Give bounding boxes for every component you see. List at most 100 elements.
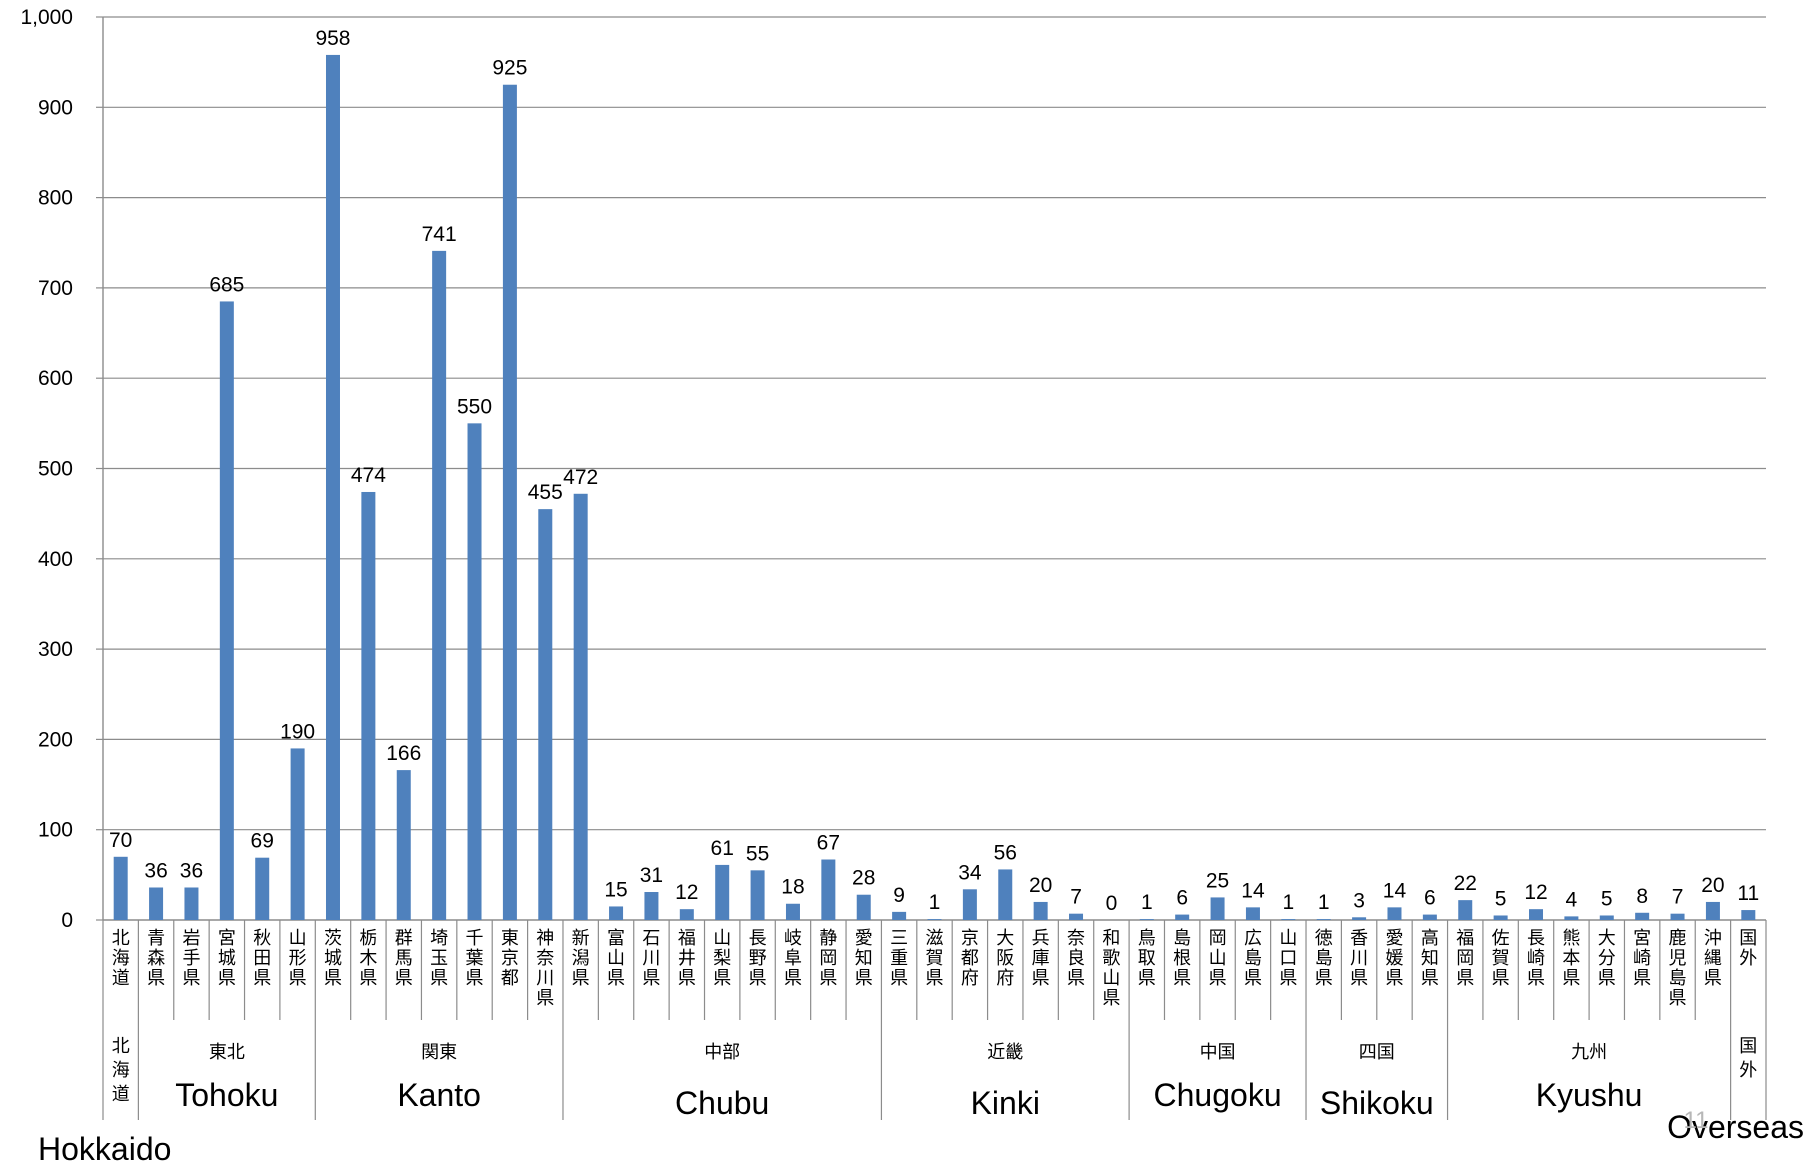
data-label: 6: [1176, 887, 1188, 910]
data-label: 61: [711, 837, 734, 860]
category-label: 徳島県: [1315, 928, 1333, 989]
bar: [1175, 914, 1190, 920]
data-label: 1: [1282, 891, 1294, 914]
data-label: 3: [1353, 889, 1365, 912]
page-number: 11: [1684, 1107, 1709, 1134]
bar: [1670, 913, 1685, 920]
bar: [1599, 915, 1614, 920]
bar: [644, 892, 659, 920]
category-label: 和歌山県: [1102, 928, 1120, 1009]
category-label: 鹿児島県: [1669, 928, 1687, 1009]
data-label: 455: [528, 481, 563, 504]
region-label-en: Hokkaido: [38, 1131, 171, 1167]
bar: [432, 250, 447, 920]
category-label: 兵庫県: [1032, 928, 1050, 989]
region-label-jp: 四国: [1359, 1042, 1395, 1063]
category-label: 山梨県: [713, 928, 731, 989]
bar: [113, 856, 128, 920]
bar: [290, 748, 305, 920]
category-label: 埼玉県: [430, 928, 448, 989]
data-label: 18: [781, 876, 804, 899]
data-label: 685: [209, 273, 244, 296]
data-label: 20: [1029, 874, 1052, 897]
bar: [1564, 916, 1579, 920]
category-label: 国外: [1739, 928, 1757, 969]
category-label: 愛媛県: [1385, 928, 1403, 989]
category-label: 東京都: [501, 928, 519, 989]
bar: [502, 84, 517, 921]
region-label-en: Tohoku: [175, 1077, 278, 1113]
data-label: 1: [1318, 891, 1330, 914]
category-label: 岐阜県: [784, 928, 802, 989]
category-labels: 北海道青森県岩手県宮城県秋田県山形県茨城県栃木県群馬県埼玉県千葉県東京都神奈川県…: [112, 928, 1758, 1009]
category-label: 広島県: [1244, 928, 1262, 989]
bar: [1493, 915, 1508, 920]
category-label: 北海道: [112, 928, 130, 989]
bar: [750, 870, 765, 920]
bar: [821, 859, 836, 920]
bar: [998, 869, 1013, 920]
data-label: 67: [817, 831, 840, 854]
category-label: 神奈川県: [536, 928, 554, 1009]
category-label: 三重県: [890, 928, 908, 989]
category-label: 高知県: [1421, 928, 1439, 989]
y-tick-label: 1,000: [20, 6, 73, 29]
category-label: 茨城県: [324, 928, 342, 989]
category-label: 秋田県: [253, 928, 271, 989]
data-label: 56: [994, 841, 1017, 864]
bar: [361, 491, 376, 920]
category-label: 宮城県: [218, 928, 236, 989]
region-label-en: Chugoku: [1154, 1077, 1282, 1113]
data-label: 28: [852, 867, 875, 890]
bar: [255, 857, 270, 920]
data-label: 36: [144, 859, 167, 882]
data-label: 9: [893, 884, 905, 907]
category-label: 大阪府: [996, 928, 1014, 989]
category-label: 香川県: [1350, 928, 1368, 989]
category-label: 福岡県: [1456, 928, 1474, 989]
data-label: 12: [675, 881, 698, 904]
region-label-en: Kyushu: [1536, 1077, 1643, 1113]
category-label: 宮崎県: [1633, 928, 1651, 989]
data-label: 6: [1424, 887, 1436, 910]
bar: [573, 493, 588, 920]
category-label: 大分県: [1598, 928, 1616, 989]
bar: [1316, 919, 1331, 920]
bar: [1635, 912, 1650, 920]
data-label: 0: [1106, 892, 1118, 915]
bar: [715, 864, 730, 920]
bar: [785, 903, 800, 920]
category-label: 千葉県: [466, 928, 484, 989]
bar: [609, 906, 624, 920]
data-label: 925: [492, 57, 527, 80]
category-label: 島根県: [1173, 928, 1191, 989]
region-label-en: Kanto: [397, 1077, 481, 1113]
region-label-en: Kinki: [971, 1085, 1040, 1121]
category-label: 熊本県: [1562, 928, 1580, 989]
bar: [927, 919, 942, 920]
region-label-en: Overseas: [1667, 1109, 1804, 1145]
category-label: 静岡県: [819, 928, 837, 989]
data-label: 7: [1070, 886, 1082, 909]
category-label: 沖縄県: [1704, 928, 1722, 989]
category-label: 長野県: [749, 928, 767, 989]
region-label-en: Shikoku: [1320, 1085, 1434, 1121]
category-label: 石川県: [642, 928, 660, 989]
bar: [219, 301, 234, 920]
data-label: 5: [1495, 887, 1507, 910]
bar: [538, 509, 553, 920]
bar: [1458, 900, 1473, 920]
category-label: 佐賀県: [1492, 928, 1510, 989]
category-label: 岡山県: [1209, 928, 1227, 989]
data-label: 14: [1241, 879, 1265, 902]
data-label: 14: [1383, 879, 1407, 902]
data-label: 5: [1601, 887, 1613, 910]
category-label: 長崎県: [1527, 928, 1545, 989]
bar: [679, 909, 694, 920]
data-label: 36: [180, 859, 203, 882]
data-label: 20: [1701, 874, 1724, 897]
bar: [1210, 897, 1225, 920]
